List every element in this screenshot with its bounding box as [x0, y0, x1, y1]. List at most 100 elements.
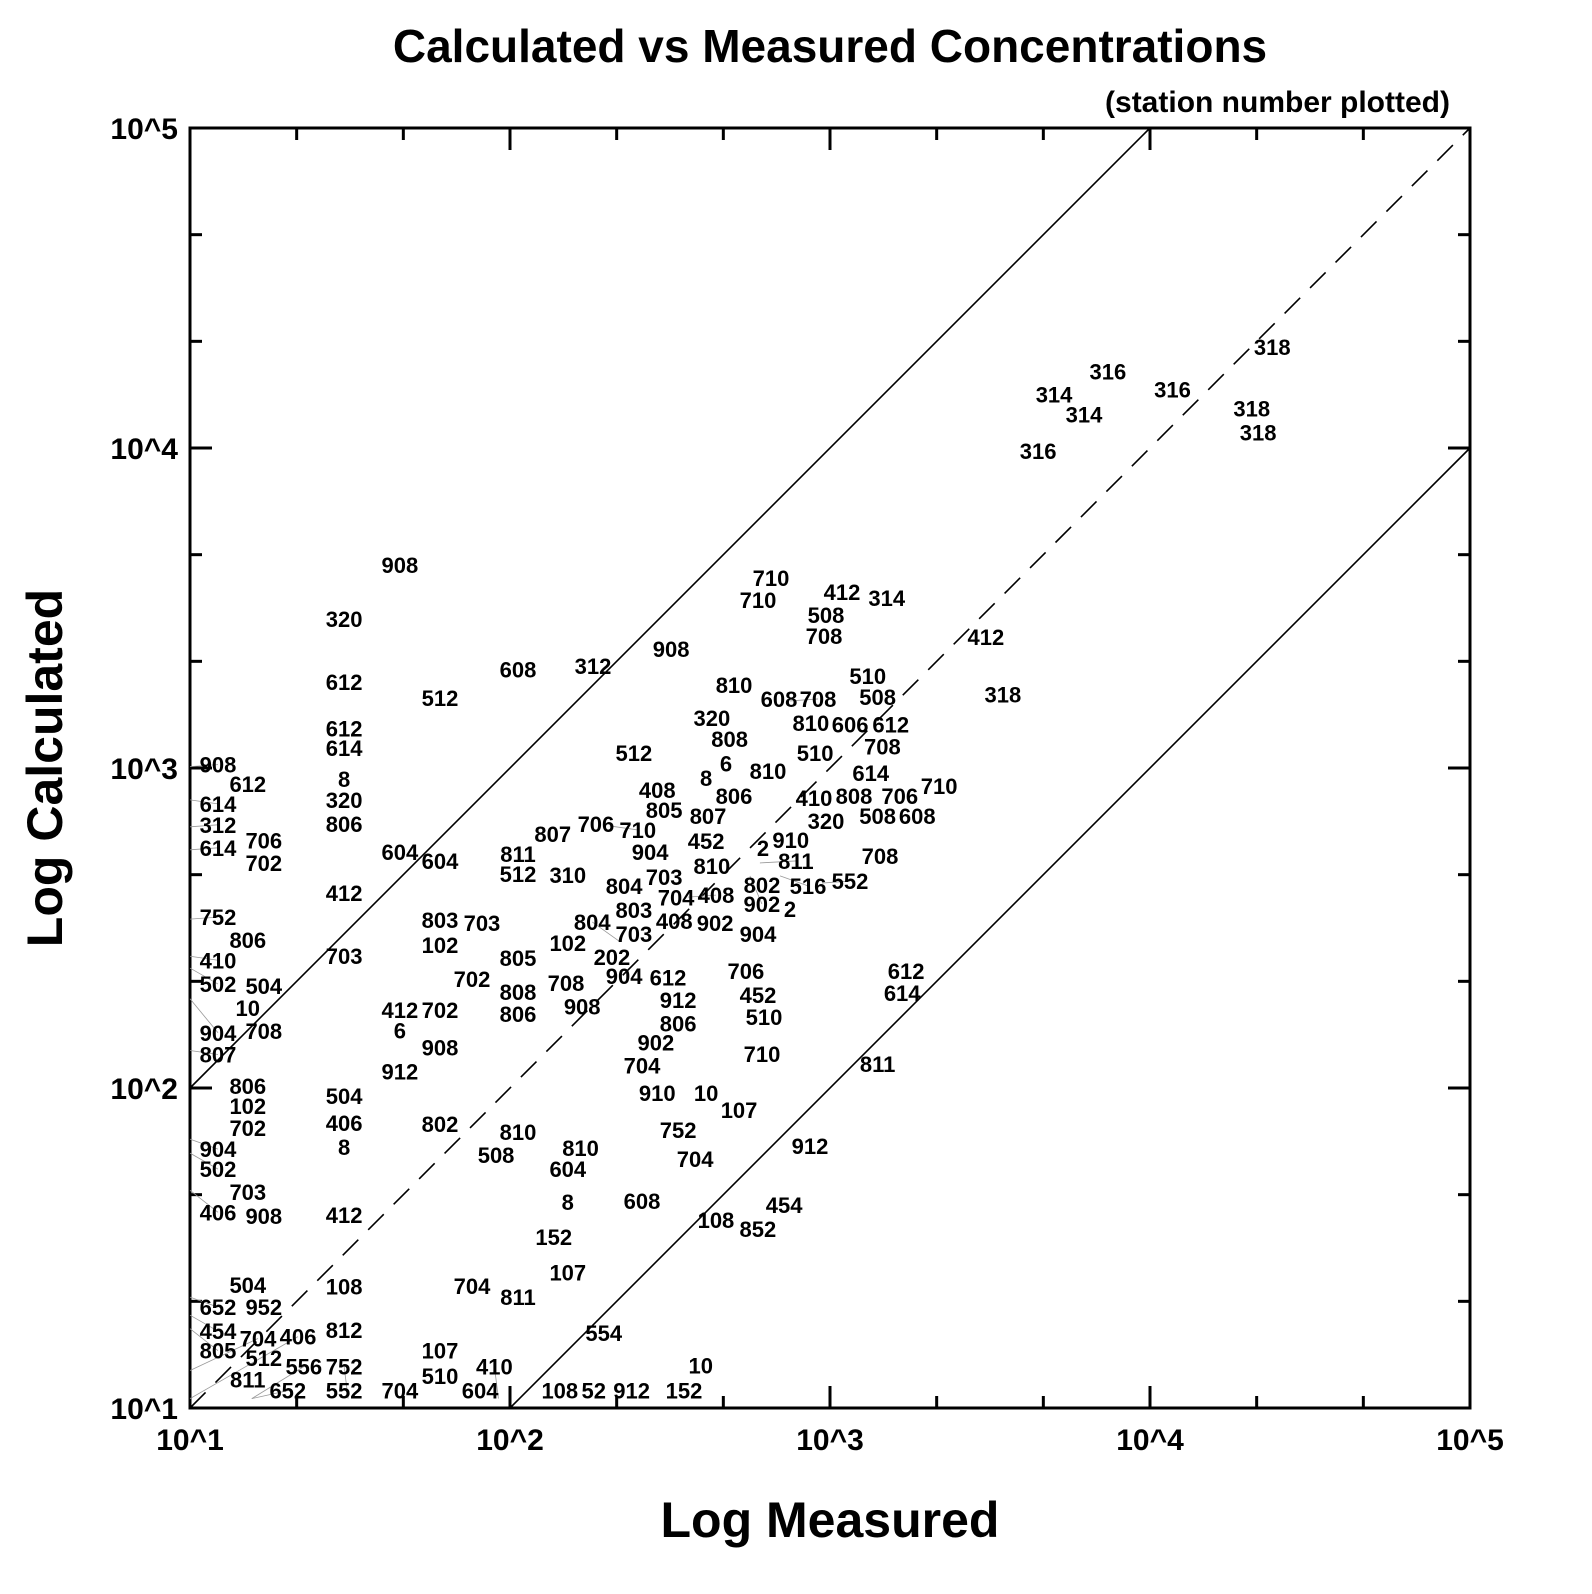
station-point-label: 406 — [326, 1111, 363, 1136]
station-point-label: 614 — [326, 736, 363, 761]
label-leader-line — [343, 1366, 349, 1399]
station-point-label: 708 — [864, 735, 901, 760]
station-point-label: 406 — [200, 1200, 237, 1225]
station-point-label: 802 — [422, 1112, 459, 1137]
station-point-label: 314 — [1066, 402, 1103, 427]
station-point-label: 710 — [740, 588, 777, 613]
station-point-label: 614 — [884, 981, 921, 1006]
label-leader-line — [189, 824, 219, 828]
station-point-label: 510 — [797, 741, 834, 766]
station-point-label: 108 — [541, 1379, 578, 1404]
station-point-label: 107 — [549, 1261, 586, 1286]
station-point-label: 710 — [921, 774, 958, 799]
station-point-label: 102 — [229, 1094, 266, 1119]
station-point-label: 803 — [616, 898, 653, 923]
station-point-label: 608 — [899, 804, 936, 829]
station-point-label: 708 — [245, 1019, 282, 1044]
station-point-label: 508 — [859, 804, 896, 829]
station-point-label: 502 — [200, 972, 237, 997]
label-leader-line — [189, 1296, 219, 1308]
station-point-label: 805 — [646, 798, 683, 823]
label-leader-line — [189, 1189, 219, 1213]
y-tick-label: 10^3 — [110, 753, 178, 786]
station-point-label: 412 — [968, 625, 1005, 650]
station-point-label: 908 — [564, 994, 601, 1019]
station-point-label: 508 — [808, 603, 845, 628]
label-leader-lines — [189, 698, 851, 1399]
station-point-label: 912 — [792, 1134, 829, 1159]
station-point-label: 806 — [229, 1074, 266, 1099]
station-point-label: 320 — [808, 809, 845, 834]
station-point-label: 320 — [326, 607, 363, 632]
lower-factor-10-line — [509, 447, 1471, 1409]
y-tick-label: 10^1 — [110, 1393, 178, 1426]
station-point-label: 454 — [200, 1319, 237, 1344]
station-point-label: 704 — [240, 1326, 277, 1351]
station-point-label: 703 — [616, 922, 653, 947]
label-leader-line — [189, 1336, 299, 1399]
station-point-label: 802 — [744, 873, 781, 898]
station-point-label: 516 — [790, 874, 827, 899]
station-point-label: 810 — [793, 711, 830, 736]
station-point-label: 604 — [422, 849, 459, 874]
station-point-label: 320 — [326, 788, 363, 813]
station-point-label: 807 — [200, 1042, 237, 1067]
one-to-one-line — [189, 127, 1471, 1409]
station-point-label: 614 — [852, 761, 889, 786]
station-point-label: 508 — [859, 685, 896, 710]
station-point-label: 852 — [740, 1217, 777, 1242]
y-axis-label: Log Calculated — [17, 589, 73, 947]
station-point-label: 910 — [772, 828, 809, 853]
station-point-label: 807 — [690, 804, 727, 829]
station-point-label: 703 — [464, 911, 501, 936]
station-point-label: 604 — [462, 1379, 499, 1404]
station-point-label: 904 — [606, 964, 643, 989]
station-point-label: 811 — [230, 1367, 266, 1392]
station-point-label: 316 — [1090, 359, 1127, 384]
station-point-label: 312 — [575, 654, 612, 679]
station-point-label: 810 — [750, 759, 787, 784]
station-point-label: 316 — [1020, 439, 1057, 464]
x-tick-label: 10^3 — [796, 1424, 864, 1457]
station-point-label: 912 — [382, 1059, 419, 1084]
station-point-label: 704 — [382, 1379, 419, 1404]
station-point-label: 52 — [581, 1378, 605, 1403]
label-leader-line — [189, 1138, 219, 1150]
station-point-label: 318 — [984, 683, 1021, 708]
station-point-label: 320 — [694, 706, 731, 731]
station-point-label: 202 — [594, 945, 631, 970]
label-leader-line — [189, 998, 219, 1034]
station-point-label: 908 — [200, 753, 237, 778]
station-point-label: 810 — [716, 673, 753, 698]
station-point-label: 810 — [694, 854, 731, 879]
station-point-label: 556 — [285, 1355, 322, 1380]
station-point-label: 512 — [422, 686, 459, 711]
station-point-label: 910 — [639, 1081, 676, 1106]
station-point-label: 808 — [711, 727, 748, 752]
station-point-label: 708 — [806, 624, 843, 649]
station-point-label: 552 — [326, 1379, 363, 1404]
station-point-label: 908 — [653, 637, 690, 662]
station-point-label: 810 — [500, 1120, 537, 1145]
station-point-label: 107 — [422, 1339, 459, 1364]
station-point-label: 108 — [326, 1275, 363, 1300]
station-point-label: 510 — [849, 664, 886, 689]
station-point-label: 108 — [698, 1208, 735, 1233]
station-point-label: 107 — [721, 1098, 758, 1123]
station-point-label: 904 — [200, 1137, 237, 1162]
station-point-label: 412 — [382, 998, 419, 1023]
label-leader-line — [189, 764, 219, 768]
label-leader-line — [189, 955, 219, 961]
station-point-label: 6 — [720, 751, 732, 776]
label-leader-line — [821, 880, 851, 884]
station-point-label: 2 — [757, 836, 769, 861]
station-point-label: 608 — [624, 1189, 661, 1214]
station-point-label: 708 — [800, 687, 837, 712]
station-point-label: 807 — [534, 822, 571, 847]
y-tick-label: 10^4 — [110, 433, 178, 466]
label-leader-line — [494, 1366, 499, 1399]
label-leader-line — [189, 1314, 219, 1332]
station-point-label: 508 — [478, 1143, 515, 1168]
station-point-label: 554 — [585, 1321, 622, 1346]
